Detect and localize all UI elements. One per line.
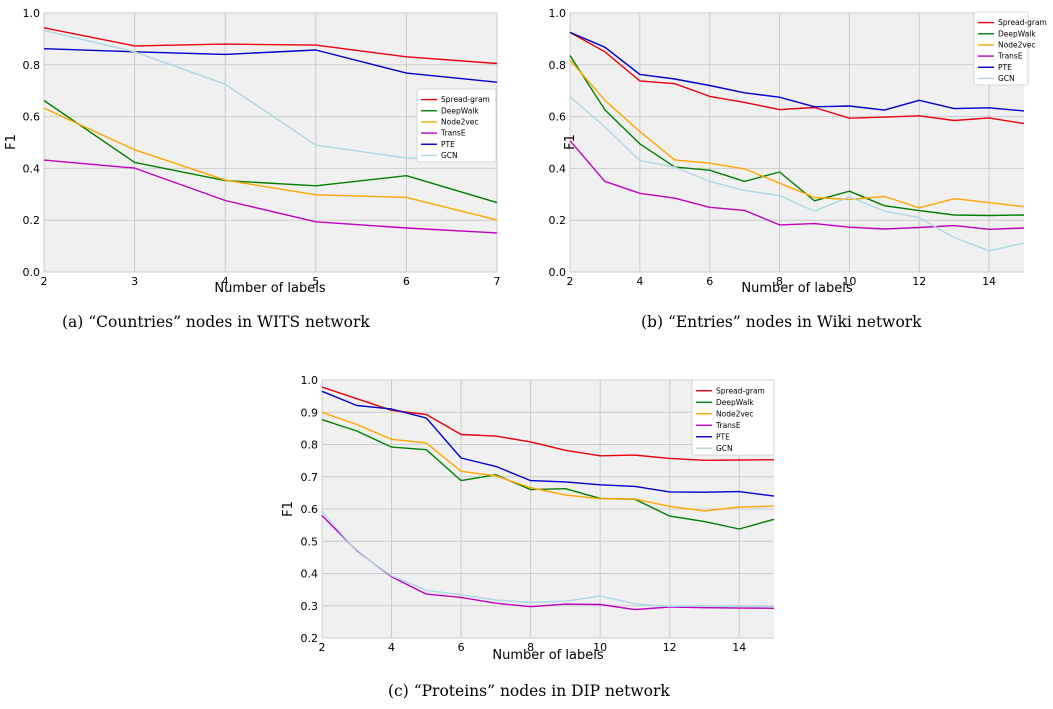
y-tick-label: 0.6 — [23, 111, 41, 124]
chart-c: 2 4 6 8 10 12 14 0.2 0.3 0.4 0.5 0.6 0.7 0.8 0.9 1.0 Num… — [281, 374, 775, 700]
series-line-node2vec — [43, 107, 498, 221]
y-tick-label: 1.0 — [23, 7, 41, 20]
series-line-gcn — [321, 511, 775, 608]
legend-entry: Node2vec — [998, 41, 1036, 50]
y-tick-label: 0.8 — [549, 59, 567, 72]
x-tick-label: 4 — [388, 641, 395, 654]
x-axis-label: Number of labels — [741, 281, 852, 296]
legend: Spread-gram DeepWalk Node2vec TransE PTE GCN — [691, 379, 775, 456]
y-axis-label: F1 — [281, 501, 296, 517]
y-tick-label: 0.4 — [23, 162, 41, 175]
y-tick-label: 0.4 — [549, 162, 567, 175]
chart-b: 2 4 6 8 10 12 14 0.0 0.2 0.4 0.6 0.8 1.0 Number of la… — [549, 7, 1047, 331]
series-line-node2vec — [569, 59, 1025, 209]
y-tick-label: 0.6 — [549, 111, 567, 124]
figure-caption: (a) “Countries” nodes in WITS network — [62, 313, 370, 331]
x-tick-label: 12 — [663, 641, 677, 654]
series-line-transe — [43, 159, 498, 234]
legend-entry: GCN — [998, 74, 1015, 83]
y-axis-label: F1 — [563, 134, 578, 150]
legend-entry: Node2vec — [441, 118, 479, 127]
y-tick-label: 0.5 — [301, 535, 319, 548]
y-tick-label: 0.2 — [301, 632, 319, 645]
x-axis-label: Number of labels — [492, 648, 603, 663]
x-tick-label: 2 — [319, 641, 326, 654]
legend-entry: DeepWalk — [441, 106, 479, 115]
series-line-transe — [569, 140, 1025, 231]
legend-entry: Spread-gram — [441, 95, 490, 104]
legend-entry: TransE — [715, 421, 741, 430]
series-line-spread-gram — [569, 31, 1025, 125]
legend-entry: Spread-gram — [716, 386, 765, 395]
y-tick-label: 0.0 — [23, 266, 41, 279]
legend-entry: PTE — [441, 140, 455, 149]
legend-entry: PTE — [716, 432, 730, 441]
series-line-node2vec — [321, 411, 775, 512]
y-tick-label: 0.7 — [301, 471, 319, 484]
series-line-spread-gram — [43, 27, 498, 65]
x-tick-label: 2 — [41, 275, 48, 288]
series-line-deepwalk — [321, 419, 775, 530]
y-tick-label: 0.4 — [301, 568, 319, 581]
x-axis-label: Number of labels — [214, 281, 325, 296]
x-tick-label: 10 — [593, 641, 607, 654]
figure-caption: (b) “Entries” nodes in Wiki network — [641, 313, 922, 331]
legend-entry: TransE — [997, 52, 1023, 61]
series-line-pte — [569, 31, 1025, 112]
legend-entry: PTE — [998, 63, 1012, 72]
y-tick-label: 0.2 — [23, 214, 41, 227]
y-axis-label: F1 — [4, 134, 19, 150]
legend-entry: GCN — [441, 151, 458, 160]
x-tick-label: 8 — [776, 275, 783, 288]
y-tick-label: 0.0 — [549, 266, 567, 279]
x-tick-label: 3 — [131, 275, 138, 288]
legend-entry: GCN — [716, 444, 733, 453]
x-tick-label: 8 — [527, 641, 534, 654]
x-tick-label: 6 — [403, 275, 410, 288]
plot-area — [570, 13, 1024, 272]
y-tick-label: 0.9 — [301, 406, 319, 419]
y-tick-label: 1.0 — [301, 374, 319, 387]
series-line-pte — [321, 390, 775, 497]
series-line-gcn — [569, 96, 1025, 252]
y-tick-label: 1.0 — [549, 7, 567, 20]
legend-box — [691, 379, 775, 456]
x-tick-label: 4 — [636, 275, 643, 288]
x-tick-label: 4 — [222, 275, 229, 288]
series-line-transe — [321, 515, 775, 611]
y-tick-label: 0.2 — [549, 214, 567, 227]
x-tick-label: 5 — [312, 275, 319, 288]
x-tick-label: 14 — [982, 275, 996, 288]
legend-entry: Spread-gram — [998, 18, 1047, 27]
x-tick-label: 2 — [567, 275, 574, 288]
legend: Spread-gram DeepWalk Node2vec TransE PTE GCN — [973, 11, 1047, 86]
y-tick-label: 0.6 — [301, 503, 319, 516]
series-line-deepwalk — [43, 99, 498, 204]
x-tick-label: 6 — [458, 641, 465, 654]
legend: Spread-gram DeepWalk Node2vec TransE PTE GCN — [416, 88, 497, 163]
chart-a: 2 3 4 5 6 7 0.0 0.2 0.4 0.6 0.8 1.0 Number of labels… — [4, 7, 501, 331]
figure-caption: (c) “Proteins” nodes in DIP network — [388, 682, 670, 700]
x-tick-label: 6 — [706, 275, 713, 288]
legend-entry: DeepWalk — [998, 29, 1036, 38]
x-tick-label: 12 — [912, 275, 926, 288]
y-tick-label: 0.8 — [301, 439, 319, 452]
y-tick-label: 0.3 — [301, 600, 319, 613]
series-line-deepwalk — [569, 55, 1025, 217]
legend-entry: Node2vec — [716, 409, 754, 418]
legend-entry: DeepWalk — [716, 398, 754, 407]
y-tick-label: 0.8 — [23, 59, 41, 72]
x-tick-label: 7 — [494, 275, 501, 288]
x-tick-label: 10 — [842, 275, 856, 288]
series-line-pte — [43, 48, 498, 83]
legend-entry: TransE — [440, 129, 466, 138]
x-tick-label: 14 — [732, 641, 746, 654]
